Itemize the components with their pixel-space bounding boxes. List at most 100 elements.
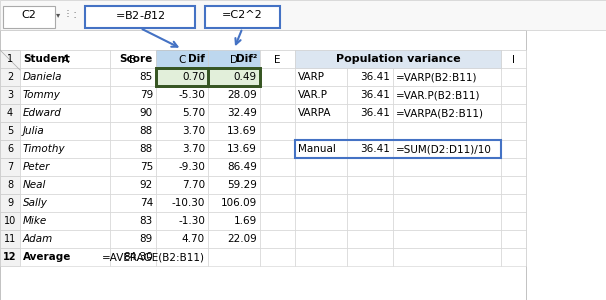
Text: =VARP(B2:B11): =VARP(B2:B11) xyxy=(396,72,478,82)
Text: Manual: Manual xyxy=(298,144,336,154)
Bar xyxy=(208,248,260,266)
Bar xyxy=(0,248,20,266)
Bar xyxy=(205,6,280,28)
Text: 11: 11 xyxy=(4,234,16,244)
Bar xyxy=(393,122,501,140)
Bar xyxy=(110,194,156,212)
Text: ⁝: ⁝ xyxy=(66,8,70,22)
Bar xyxy=(393,212,501,230)
Text: 36.41: 36.41 xyxy=(360,90,390,100)
Bar xyxy=(156,194,208,212)
Bar xyxy=(20,86,110,104)
Bar xyxy=(501,248,526,266)
Text: G: G xyxy=(366,55,374,65)
Text: =C2^2: =C2^2 xyxy=(222,10,263,20)
Bar xyxy=(0,122,20,140)
Text: 92: 92 xyxy=(140,180,153,190)
Bar xyxy=(0,30,526,300)
Bar xyxy=(208,50,260,68)
Text: 0.70: 0.70 xyxy=(182,72,205,82)
Text: 59.29: 59.29 xyxy=(227,180,257,190)
Text: 13.69: 13.69 xyxy=(227,144,257,154)
Bar xyxy=(0,104,20,122)
Text: VARP: VARP xyxy=(298,72,325,82)
Bar xyxy=(20,68,110,86)
Bar xyxy=(156,50,208,68)
Text: F: F xyxy=(318,55,324,65)
Text: Edward: Edward xyxy=(23,108,62,118)
Bar xyxy=(85,6,195,28)
Text: -10.30: -10.30 xyxy=(171,198,205,208)
Text: 5.70: 5.70 xyxy=(182,108,205,118)
Bar xyxy=(0,50,20,68)
Bar xyxy=(0,50,20,70)
Bar xyxy=(0,212,20,230)
Bar xyxy=(501,176,526,194)
Text: Julia: Julia xyxy=(23,126,45,136)
Text: =VAR.P(B2:B11): =VAR.P(B2:B11) xyxy=(396,90,481,100)
Bar xyxy=(501,140,526,158)
Bar xyxy=(347,86,393,104)
Bar xyxy=(347,104,393,122)
Bar xyxy=(208,194,260,212)
Text: 5: 5 xyxy=(7,126,13,136)
Bar xyxy=(347,248,393,266)
Bar xyxy=(110,68,156,86)
Bar xyxy=(260,50,295,68)
Bar xyxy=(295,140,347,158)
Bar xyxy=(0,68,20,86)
Bar xyxy=(260,212,295,230)
Text: 3.70: 3.70 xyxy=(182,126,205,136)
Bar xyxy=(347,50,393,70)
Text: 13.69: 13.69 xyxy=(227,126,257,136)
Bar xyxy=(208,50,260,70)
Bar xyxy=(110,86,156,104)
Bar xyxy=(260,104,295,122)
Bar xyxy=(20,212,110,230)
Text: Timothy: Timothy xyxy=(23,144,65,154)
Bar xyxy=(295,68,347,86)
Bar xyxy=(3,6,55,28)
Bar xyxy=(20,104,110,122)
Text: 28.09: 28.09 xyxy=(227,90,257,100)
Text: 7: 7 xyxy=(7,162,13,172)
Bar xyxy=(501,50,526,68)
Bar xyxy=(208,104,260,122)
Text: 88: 88 xyxy=(140,144,153,154)
Text: 0.49: 0.49 xyxy=(234,72,257,82)
Text: 32.49: 32.49 xyxy=(227,108,257,118)
Text: Score: Score xyxy=(120,54,153,64)
Bar xyxy=(260,50,295,70)
Bar xyxy=(20,50,110,68)
Bar xyxy=(501,50,526,70)
Bar xyxy=(260,86,295,104)
Bar xyxy=(20,140,110,158)
Text: 2: 2 xyxy=(7,72,13,82)
Text: -1.30: -1.30 xyxy=(178,216,205,226)
Bar xyxy=(295,248,347,266)
Bar xyxy=(208,140,260,158)
Text: 1.69: 1.69 xyxy=(234,216,257,226)
Text: VAR.P: VAR.P xyxy=(298,90,328,100)
Text: 79: 79 xyxy=(140,90,153,100)
Text: 12: 12 xyxy=(3,252,17,262)
Text: Population variance: Population variance xyxy=(336,54,461,64)
Text: Dif: Dif xyxy=(188,54,205,64)
Text: Mike: Mike xyxy=(23,216,47,226)
Bar xyxy=(20,158,110,176)
Text: 74: 74 xyxy=(140,198,153,208)
Bar xyxy=(295,212,347,230)
Text: 85: 85 xyxy=(140,72,153,82)
Bar xyxy=(295,194,347,212)
Bar xyxy=(20,194,110,212)
Bar xyxy=(501,230,526,248)
Text: =AVERAGE(B2:B11): =AVERAGE(B2:B11) xyxy=(102,252,205,262)
Text: 106.09: 106.09 xyxy=(221,198,257,208)
Bar xyxy=(156,122,208,140)
Text: -5.30: -5.30 xyxy=(178,90,205,100)
Bar xyxy=(260,230,295,248)
Bar xyxy=(260,140,295,158)
Bar xyxy=(110,104,156,122)
Bar xyxy=(295,50,347,68)
Text: Adam: Adam xyxy=(23,234,53,244)
